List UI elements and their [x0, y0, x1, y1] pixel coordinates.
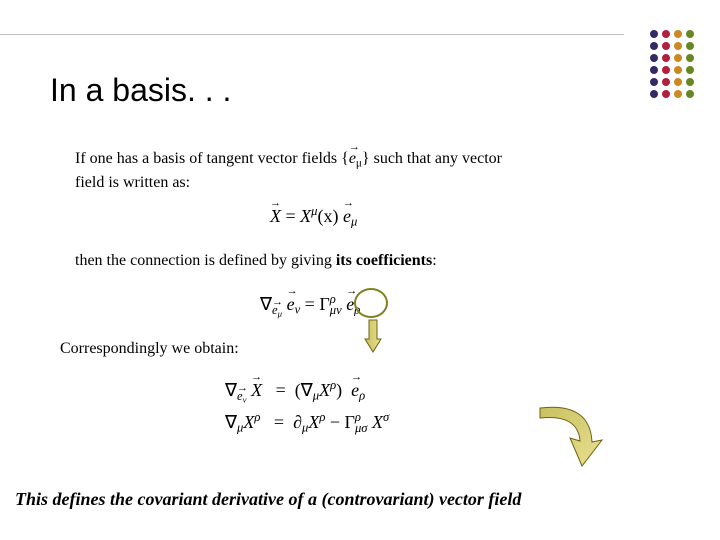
bold-text: its coefficients — [336, 252, 432, 269]
down-arrow-icon — [364, 319, 382, 353]
body-text-3: then the connection is defined by giving… — [75, 252, 437, 270]
decoration-dot — [686, 54, 694, 62]
decoration-dot — [662, 90, 670, 98]
decoration-dot — [650, 42, 658, 50]
body-text-2: field is written as: — [75, 174, 190, 192]
decoration-dot — [686, 30, 694, 38]
decoration-dot — [650, 90, 658, 98]
decoration-dot — [650, 54, 658, 62]
decoration-dot — [662, 42, 670, 50]
decoration-dot — [674, 54, 682, 62]
decoration-dot — [650, 30, 658, 38]
decoration-dot — [662, 54, 670, 62]
body-text-4: Correspondingly we obtain: — [60, 340, 239, 358]
text: } such that any vector — [362, 150, 502, 167]
equation-3: ∇→eν →X = (∇μXρ) →eρ — [225, 378, 365, 404]
decoration-dot — [650, 66, 658, 74]
corner-dots-decoration — [650, 30, 696, 100]
decoration-dot — [662, 30, 670, 38]
decoration-dot — [686, 66, 694, 74]
decoration-dot — [686, 78, 694, 86]
decoration-dot — [686, 42, 694, 50]
equation-4: ∇μXρ = ∂μXρ − Γρμσ Xσ — [225, 410, 389, 436]
vector-e: →e — [343, 206, 351, 227]
body-text-1: If one has a basis of tangent vector fie… — [75, 150, 502, 169]
top-divider — [0, 34, 624, 35]
decoration-dot — [674, 42, 682, 50]
slide-title: In a basis. . . — [50, 72, 231, 109]
equation-1: →X = Xμ(x) →eμ — [270, 204, 357, 230]
vector-e: →e — [272, 303, 278, 318]
decoration-dot — [674, 78, 682, 86]
decoration-dot — [662, 78, 670, 86]
vector-X: →X — [251, 380, 262, 401]
slide: In a basis. . . If one has a basis of ta… — [0, 0, 720, 540]
vector-e: →e — [237, 389, 243, 404]
decoration-dot — [674, 66, 682, 74]
vector-e: →e — [287, 294, 295, 315]
highlight-ellipse — [354, 288, 388, 318]
vector-e: →e — [346, 294, 354, 315]
decoration-dot — [686, 90, 694, 98]
text: If one has a basis of tangent vector fie… — [75, 150, 349, 167]
decoration-dot — [674, 90, 682, 98]
equation-2: ∇→eμ →eν = Γρμν →eρ — [260, 292, 360, 318]
decoration-dot — [674, 30, 682, 38]
decoration-dot — [650, 78, 658, 86]
vector-X: →X — [270, 206, 281, 227]
decoration-dot — [662, 66, 670, 74]
curved-arrow-icon — [530, 400, 610, 480]
vector-e: →e — [349, 150, 356, 168]
vector-e: →e — [351, 380, 359, 401]
footer-caption: This defines the covariant derivative of… — [15, 489, 521, 510]
